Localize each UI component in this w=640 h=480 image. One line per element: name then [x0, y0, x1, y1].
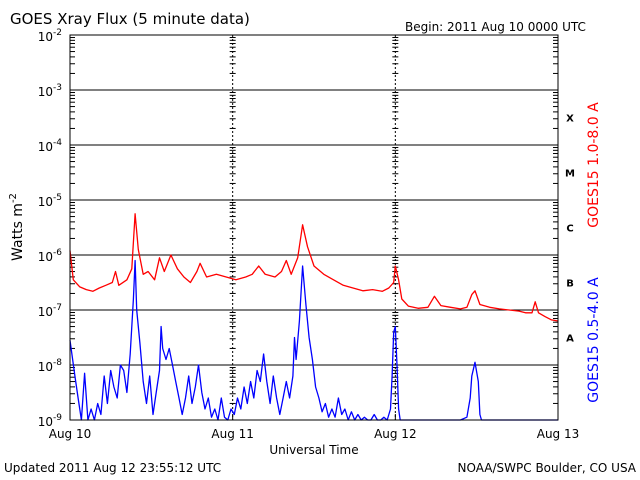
y-tick-label: 10-6: [38, 248, 63, 264]
series-legend: GOES15 1.0-8.0 A GOES15 0.5-4.0 A: [586, 102, 602, 403]
y-tick-label-exponent: -3: [53, 83, 62, 93]
flare-class-label: C: [566, 224, 573, 235]
x-tick-label: Aug 12: [374, 427, 417, 441]
y-tick-label: 10-4: [38, 138, 63, 154]
y-tick-label-base: 10: [38, 140, 53, 154]
legend-entry: GOES15 1.0-8.0 A: [586, 102, 602, 228]
y-tick-label-exponent: -5: [53, 193, 62, 203]
grid-layer: [70, 35, 558, 420]
x-tick-label: Aug 10: [49, 427, 92, 441]
y-tick-label-exponent: -4: [53, 138, 62, 148]
y-tick-label: 10-7: [38, 303, 62, 319]
plot-background: [70, 35, 558, 420]
updated-timestamp: Updated 2011 Aug 12 23:55:12 UTC: [4, 461, 221, 475]
svg-text:Watts m-2: Watts m-2: [8, 193, 26, 261]
x-tick-label: Aug 11: [211, 427, 254, 441]
y-axis-title-exponent: -2: [8, 193, 19, 203]
flare-class-label: B: [566, 279, 574, 290]
flare-class-label: A: [566, 334, 574, 345]
series-line-long: [69, 213, 559, 322]
y-tick-label-base: 10: [38, 85, 53, 99]
flare-class-label: M: [565, 169, 575, 180]
y-tick-label-exponent: -8: [53, 358, 62, 368]
y-tick-label-base: 10: [38, 305, 53, 319]
series-layer: [69, 213, 559, 421]
series-line-short: [69, 259, 558, 421]
y-axis-title: Watts m-2: [8, 193, 26, 261]
y-axis-title-text: Watts m: [10, 203, 26, 261]
y-tick-label-base: 10: [38, 195, 53, 209]
y-tick-label-base: 10: [38, 30, 53, 44]
y-tick-label-base: 10: [38, 415, 53, 429]
y-tick-label: 10-9: [38, 413, 63, 429]
flare-class-label: X: [566, 114, 574, 125]
y-tick-label-exponent: -2: [53, 28, 62, 38]
legend-entry: GOES15 0.5-4.0 A: [586, 277, 602, 403]
y-tick-label: 10-2: [38, 28, 62, 44]
plot-frame: [69, 34, 559, 421]
y-tick-label-exponent: -6: [53, 248, 62, 258]
y-tick-label-exponent: -7: [53, 303, 62, 313]
chart-title: GOES Xray Flux (5 minute data): [10, 10, 250, 28]
y-tick-label-base: 10: [38, 360, 53, 374]
begin-time: Begin: 2011 Aug 10 0000 UTC: [405, 20, 586, 34]
y-tick-label: 10-8: [38, 358, 63, 374]
y-tick-label: 10-5: [38, 193, 62, 209]
y-tick-label: 10-3: [38, 83, 62, 99]
y-tick-label-exponent: -9: [53, 413, 62, 423]
x-axis-title: Universal Time: [269, 443, 358, 457]
credit-text: NOAA/SWPC Boulder, CO USA: [458, 461, 637, 475]
y-tick-label-base: 10: [38, 250, 53, 264]
x-tick-label: Aug 13: [537, 427, 580, 441]
